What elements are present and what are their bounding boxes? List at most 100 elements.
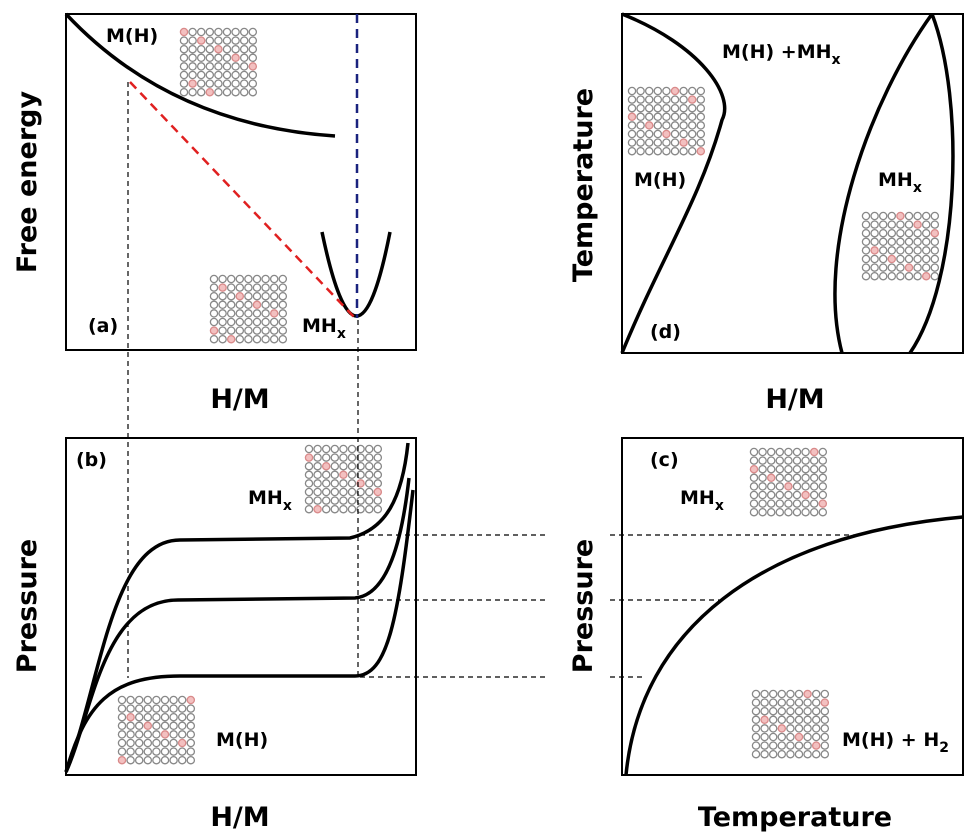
lattice-atom xyxy=(239,36,249,45)
lattice-atom xyxy=(811,689,821,699)
lattice-atom xyxy=(209,326,219,335)
panel-tag: (b) xyxy=(76,449,107,471)
lattice-icons xyxy=(117,27,940,765)
lattice-atom xyxy=(214,70,223,80)
lattice-atom xyxy=(887,237,897,247)
lattice-atom xyxy=(244,334,253,344)
lattice-atom xyxy=(809,499,819,508)
lattice-atom xyxy=(134,730,144,739)
lattice-atom xyxy=(186,712,196,722)
lattice-atom xyxy=(231,36,240,45)
lattice-atom xyxy=(679,112,688,122)
lattice-atom xyxy=(347,453,357,462)
y-axis-label: Temperature xyxy=(568,88,599,282)
lattice-atom xyxy=(801,456,810,465)
lattice-atom xyxy=(179,70,189,80)
lattice-atom xyxy=(786,741,795,750)
lattice-atom xyxy=(921,263,931,272)
lattice-atom xyxy=(239,27,249,37)
lattice-atom xyxy=(662,95,671,104)
lattice-atom xyxy=(261,274,270,284)
lattice-atom xyxy=(278,274,288,284)
lattice-atom xyxy=(784,490,793,500)
lattice-atom xyxy=(904,263,914,272)
isotherm xyxy=(64,489,415,773)
lattice-atom xyxy=(792,490,802,500)
lattice-atom xyxy=(196,44,206,54)
label-subscript: x xyxy=(715,498,724,514)
lattice-atom xyxy=(811,749,821,759)
lattice-atom xyxy=(870,254,879,264)
lattice-atom xyxy=(373,444,383,454)
isotherm xyxy=(64,442,410,773)
lattice-atom xyxy=(896,211,905,221)
lattice-atom xyxy=(679,121,688,130)
lattice-atom xyxy=(330,453,340,462)
lattice-atom xyxy=(239,87,249,97)
lattice-atom xyxy=(356,479,365,488)
lattice-atom xyxy=(653,112,663,122)
lattice-atom xyxy=(636,146,645,156)
lattice-atom xyxy=(930,220,940,229)
lattice-atom xyxy=(768,741,778,750)
lattice-atom xyxy=(913,237,922,247)
lattice-atom xyxy=(321,470,331,480)
lattice-atom xyxy=(226,317,236,327)
lattice-atom xyxy=(653,86,663,96)
lattice-atom xyxy=(653,146,663,156)
phase-boundary xyxy=(908,13,955,354)
lattice-atom xyxy=(679,129,688,139)
lattice-atom xyxy=(226,326,236,335)
lattice-atom xyxy=(269,291,279,301)
lattice-atom xyxy=(758,482,767,491)
lattice-atom xyxy=(188,70,197,80)
panel-tag: (a) xyxy=(88,315,118,337)
lattice-atom xyxy=(248,36,258,45)
lattice-atom xyxy=(186,721,196,731)
lattice-atom xyxy=(662,146,671,156)
lattice-atom xyxy=(239,70,249,80)
lattice-atom xyxy=(313,479,322,488)
lattice-atom xyxy=(768,732,778,742)
lattice-atom xyxy=(760,749,769,759)
lattice-atom xyxy=(784,499,793,508)
lattice-atom xyxy=(801,490,810,500)
lattice-atom xyxy=(913,228,922,238)
lattice-atom xyxy=(126,730,135,739)
lattice-atom xyxy=(196,53,206,63)
lattice-atom xyxy=(786,732,795,742)
lattice-atom xyxy=(803,698,812,707)
lattice-atom xyxy=(126,704,135,713)
lattice-atom xyxy=(339,461,348,471)
x-axis-label: Temperature xyxy=(698,802,892,833)
lattice-atom xyxy=(801,507,810,517)
lattice-atom xyxy=(169,712,178,722)
lattice-atom xyxy=(364,461,374,471)
lattice-atom xyxy=(269,283,279,292)
lattice-atom xyxy=(758,507,767,517)
lattice-atom xyxy=(261,334,270,344)
lattice-atom xyxy=(749,490,759,500)
lattice-atom xyxy=(696,121,706,130)
lattice-atom xyxy=(644,112,654,122)
lattice-atom xyxy=(196,70,206,80)
lattice-atom xyxy=(244,300,253,310)
lattice-atom xyxy=(252,334,262,344)
lattice-atom xyxy=(768,689,778,699)
lattice-atom xyxy=(662,121,671,130)
lattice-atom xyxy=(670,121,680,130)
lattice-atom xyxy=(679,103,688,113)
lattice-atom xyxy=(177,738,187,748)
lattice-atom xyxy=(775,456,785,465)
lattice-atom xyxy=(794,732,804,742)
lattice-atom xyxy=(239,79,249,88)
lattice-atom xyxy=(278,283,288,292)
lattice-atom xyxy=(904,228,914,238)
lattice-atom xyxy=(330,479,340,488)
lattice-atom xyxy=(321,504,331,514)
lattice-atom xyxy=(177,747,187,756)
phase-boundary xyxy=(620,12,727,354)
lattice-atom xyxy=(339,444,348,454)
lattice-atom xyxy=(339,504,348,514)
lattice-atom xyxy=(117,704,127,713)
